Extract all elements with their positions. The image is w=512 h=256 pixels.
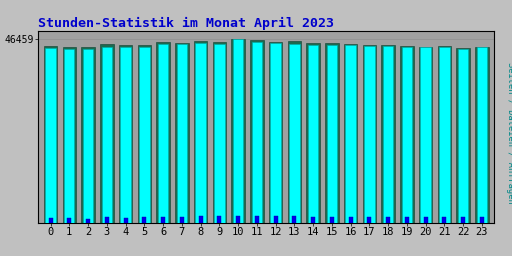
Bar xyxy=(231,39,245,223)
Bar xyxy=(475,47,488,223)
Bar xyxy=(367,217,371,223)
Bar xyxy=(236,216,240,223)
Bar xyxy=(142,217,146,223)
Bar xyxy=(44,46,57,223)
Bar xyxy=(119,45,132,223)
Bar xyxy=(456,48,470,223)
Bar xyxy=(405,217,409,223)
Bar xyxy=(120,47,131,223)
Bar xyxy=(270,43,281,223)
Bar xyxy=(158,44,168,223)
Bar xyxy=(46,48,56,223)
Bar xyxy=(423,217,428,223)
Bar xyxy=(349,217,353,223)
Bar xyxy=(138,45,151,223)
Bar xyxy=(175,42,188,223)
Bar xyxy=(177,44,187,223)
Bar xyxy=(362,45,376,223)
Bar xyxy=(344,44,357,223)
Bar xyxy=(289,44,300,223)
Bar xyxy=(255,216,259,223)
Bar xyxy=(292,216,296,223)
Bar xyxy=(196,43,206,223)
Bar xyxy=(288,41,301,223)
Text: Stunden-Statistik im Monat April 2023: Stunden-Statistik im Monat April 2023 xyxy=(38,16,334,29)
Bar xyxy=(123,218,127,223)
Bar xyxy=(100,44,114,223)
Bar xyxy=(139,47,150,223)
Bar xyxy=(330,217,334,223)
Bar xyxy=(442,217,446,223)
Bar xyxy=(383,46,393,223)
Bar xyxy=(105,217,109,223)
Bar xyxy=(420,47,431,223)
Bar xyxy=(67,218,71,223)
Bar xyxy=(64,49,75,223)
Bar xyxy=(439,47,450,223)
Bar xyxy=(346,45,356,223)
Bar xyxy=(308,45,318,223)
Text: Seiten / Dateien / Anfragen: Seiten / Dateien / Anfragen xyxy=(506,62,512,204)
Bar xyxy=(233,39,243,223)
Bar xyxy=(325,43,338,223)
Bar xyxy=(306,43,320,223)
Bar xyxy=(250,40,264,223)
Bar xyxy=(102,47,112,223)
Bar xyxy=(477,47,487,223)
Bar xyxy=(311,217,315,223)
Bar xyxy=(49,218,53,223)
Bar xyxy=(364,46,375,223)
Bar xyxy=(480,217,484,223)
Bar xyxy=(461,217,465,223)
Bar xyxy=(212,42,226,223)
Bar xyxy=(86,219,90,223)
Bar xyxy=(327,45,337,223)
Bar xyxy=(419,47,433,223)
Bar xyxy=(402,47,412,223)
Bar xyxy=(62,47,76,223)
Bar xyxy=(156,42,170,223)
Bar xyxy=(386,217,390,223)
Bar xyxy=(381,45,395,223)
Bar xyxy=(438,46,451,223)
Bar xyxy=(400,46,414,223)
Bar xyxy=(81,47,95,223)
Bar xyxy=(458,49,468,223)
Bar xyxy=(252,42,262,223)
Bar xyxy=(217,217,221,223)
Bar xyxy=(273,216,278,223)
Bar xyxy=(83,49,93,223)
Bar xyxy=(269,42,282,223)
Bar xyxy=(180,217,184,223)
Bar xyxy=(161,217,165,223)
Bar xyxy=(199,216,203,223)
Bar xyxy=(194,41,207,223)
Bar xyxy=(214,44,225,223)
